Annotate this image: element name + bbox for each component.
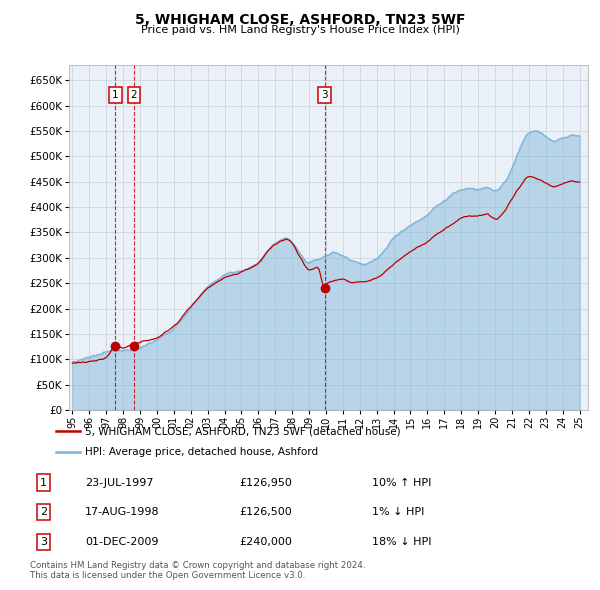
Text: Price paid vs. HM Land Registry's House Price Index (HPI): Price paid vs. HM Land Registry's House … [140,25,460,35]
Text: 10% ↑ HPI: 10% ↑ HPI [372,477,431,487]
Text: 5, WHIGHAM CLOSE, ASHFORD, TN23 5WF: 5, WHIGHAM CLOSE, ASHFORD, TN23 5WF [135,13,465,27]
Text: 2: 2 [130,90,137,100]
Text: £240,000: £240,000 [240,537,293,547]
Text: 1: 1 [40,477,47,487]
Text: 1% ↓ HPI: 1% ↓ HPI [372,507,425,517]
Text: 3: 3 [40,537,47,547]
Text: 17-AUG-1998: 17-AUG-1998 [85,507,160,517]
Text: 23-JUL-1997: 23-JUL-1997 [85,477,154,487]
Text: 2: 2 [40,507,47,517]
Text: Contains HM Land Registry data © Crown copyright and database right 2024.
This d: Contains HM Land Registry data © Crown c… [30,560,365,580]
Text: 3: 3 [321,90,328,100]
Text: 01-DEC-2009: 01-DEC-2009 [85,537,158,547]
Text: 5, WHIGHAM CLOSE, ASHFORD, TN23 5WF (detached house): 5, WHIGHAM CLOSE, ASHFORD, TN23 5WF (det… [85,427,401,436]
Text: £126,950: £126,950 [240,477,293,487]
Text: HPI: Average price, detached house, Ashford: HPI: Average price, detached house, Ashf… [85,447,318,457]
Text: 18% ↓ HPI: 18% ↓ HPI [372,537,432,547]
Text: £126,500: £126,500 [240,507,293,517]
Text: 1: 1 [112,90,119,100]
